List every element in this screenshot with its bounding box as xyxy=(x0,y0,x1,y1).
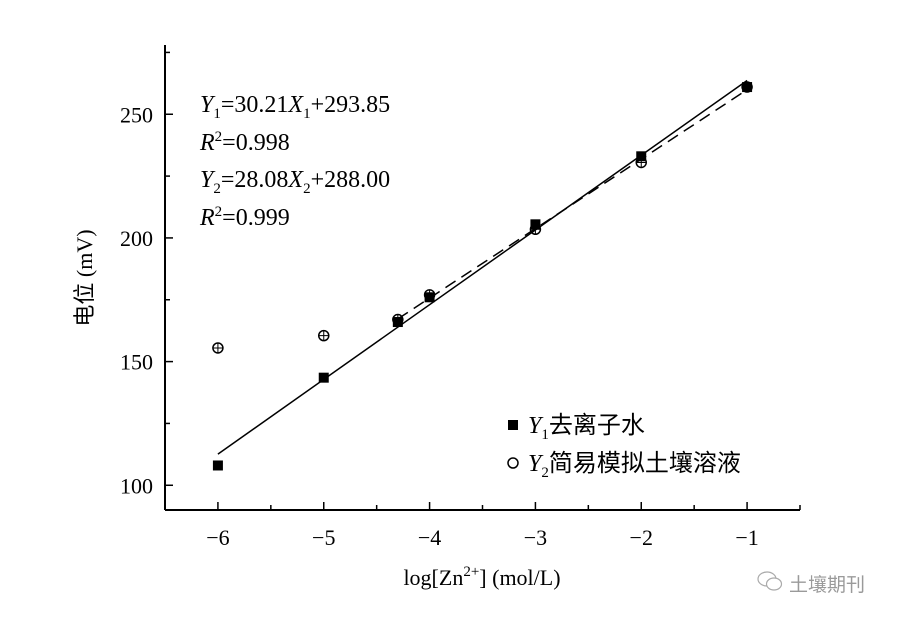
legend: Y1去离子水 Y2简易模拟土壤溶液 xyxy=(507,412,741,481)
r-squared-1: R2=0.998 xyxy=(199,129,290,156)
legend-label-y2: Y2简易模拟土壤溶液 xyxy=(528,450,741,481)
data-point-square xyxy=(636,151,647,162)
data-point-square xyxy=(318,372,329,383)
r-squared-2: R2=0.999 xyxy=(199,204,290,231)
y-axis-label: 电位 (mV) xyxy=(72,229,97,326)
data-points xyxy=(212,81,753,471)
fit-line-1 xyxy=(217,79,748,455)
data-point-circle xyxy=(318,329,330,342)
legend-marker-circle xyxy=(507,457,519,469)
data-point-square xyxy=(212,460,223,471)
data-point-circle xyxy=(741,81,753,93)
legend-marker-square xyxy=(508,420,518,430)
equation-annotations: Y1=30.21X1+293.85 R2=0.998 Y2=28.08X2+28… xyxy=(199,92,390,231)
data-point-circle xyxy=(392,313,404,326)
x-tick-label: −6 xyxy=(206,525,229,550)
data-point-circle xyxy=(423,289,436,301)
watermark: 土壤期刊 xyxy=(757,570,865,597)
y-tick-label: 250 xyxy=(120,102,153,127)
fit-line-2 xyxy=(397,89,748,320)
data-point-circle xyxy=(635,156,647,169)
equation-1: Y1=30.21X1+293.85 xyxy=(200,92,390,122)
fit-lines xyxy=(217,79,748,455)
axes: −6 −5 −4 −3 −2 −1 100 150 200 250 xyxy=(120,45,801,550)
x-tick-label: −1 xyxy=(735,525,758,550)
y-tick-label: 100 xyxy=(120,473,153,498)
data-point-circle xyxy=(212,342,224,354)
x-tick-label: −3 xyxy=(524,525,547,550)
x-tick-label: −5 xyxy=(312,525,335,550)
legend-label-y1: Y1去离子水 xyxy=(528,412,645,443)
wechat-icon xyxy=(757,570,783,597)
equation-2: Y2=28.08X2+288.00 xyxy=(200,167,390,197)
data-point-circle xyxy=(529,223,542,236)
watermark-text: 土壤期刊 xyxy=(789,574,866,596)
y-tick-label: 200 xyxy=(120,226,153,251)
x-tick-label: −4 xyxy=(418,525,441,550)
x-axis-label: log[Zn2+] (mol/L) xyxy=(403,564,560,590)
y-tick-label: 150 xyxy=(120,350,153,375)
x-tick-label: −2 xyxy=(630,525,653,550)
